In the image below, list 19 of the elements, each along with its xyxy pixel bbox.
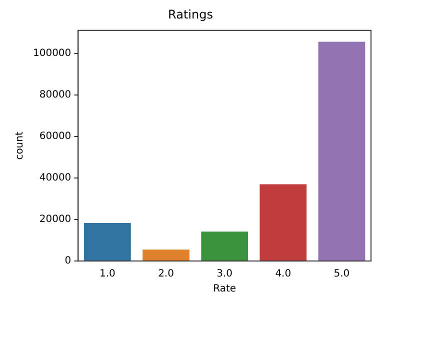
chart-title: Ratings: [168, 7, 213, 22]
x-tick-label: 1.0: [100, 268, 116, 280]
x-tick-label: 4.0: [275, 268, 292, 280]
x-tick-label: 5.0: [334, 268, 350, 280]
x-axis-title: Rate: [213, 284, 236, 295]
y-tick-label: 0: [64, 256, 72, 267]
bar: [201, 232, 248, 260]
y-tick-label: 100000: [32, 48, 72, 60]
y-tick-label: 80000: [39, 90, 72, 101]
y-axis-title: count: [14, 132, 26, 160]
x-tick-label: 2.0: [158, 268, 174, 280]
bar: [142, 250, 190, 260]
bar: [84, 223, 131, 260]
y-tick-label: 20000: [39, 214, 72, 226]
y-tick-label: 40000: [39, 172, 72, 184]
bar: [318, 42, 366, 260]
x-tick-label: 3.0: [216, 268, 233, 280]
y-tick-label: 60000: [39, 131, 72, 142]
bar: [260, 184, 307, 260]
